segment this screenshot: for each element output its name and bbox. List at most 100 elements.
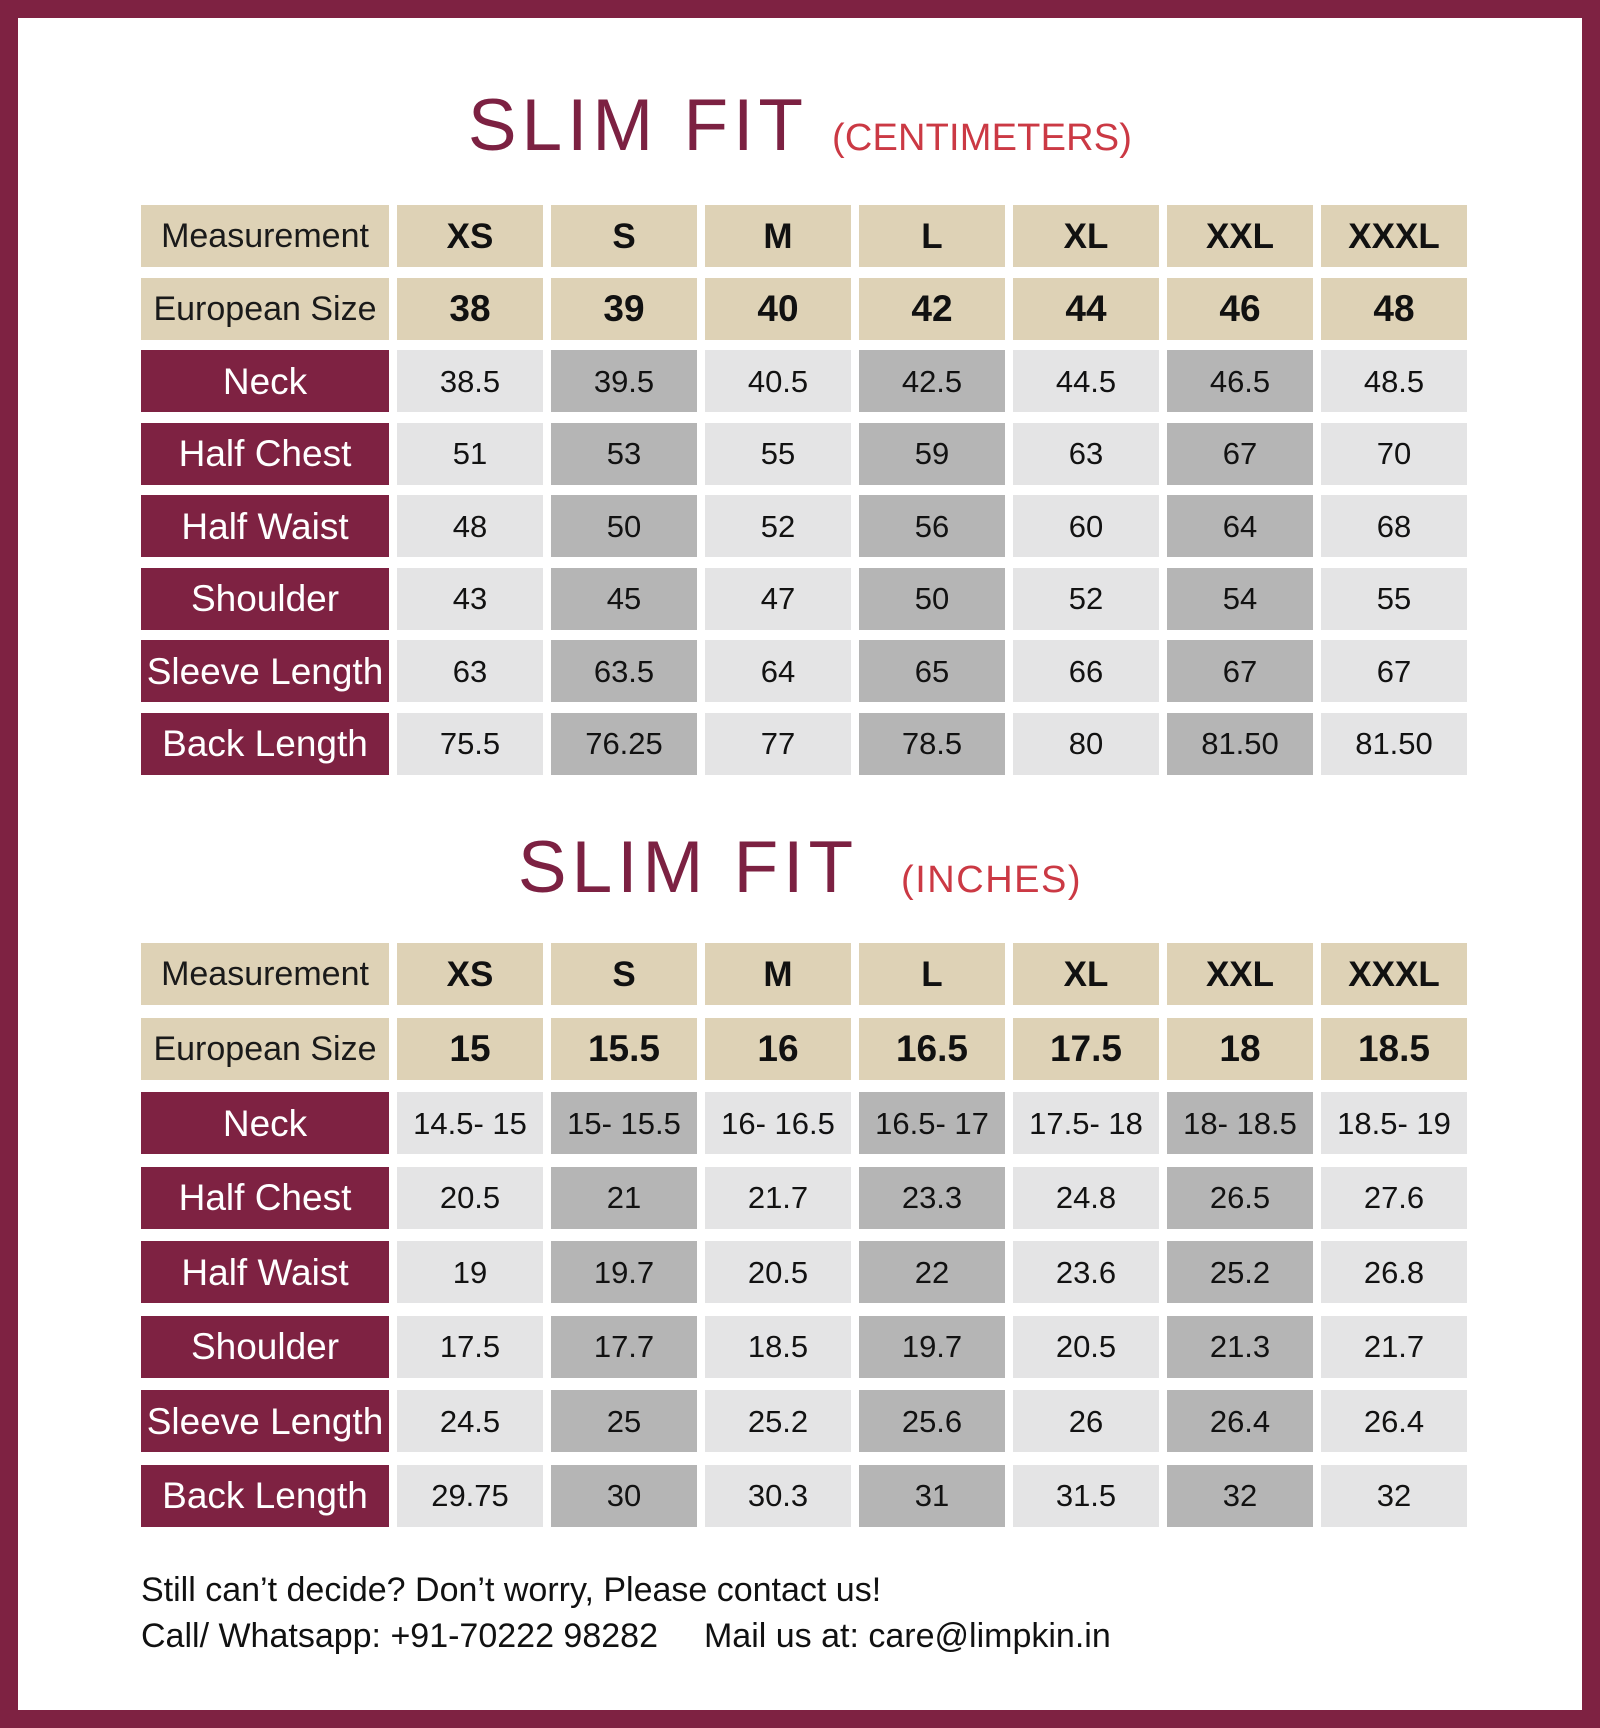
measurement-header-cell: Measurement bbox=[141, 943, 389, 1005]
measurement-row-label: Shoulder bbox=[141, 1315, 389, 1378]
measurement-value-cell: 67 bbox=[1321, 640, 1467, 702]
measurement-value-cell: 16- 16.5 bbox=[705, 1092, 851, 1154]
measurement-value-cell: 20.5 bbox=[397, 1166, 543, 1229]
size-table-inches: Measurement XS S M L XL XXL XXXL European Size 15… bbox=[141, 943, 1467, 1527]
measurement-value-cell: 30.3 bbox=[705, 1464, 851, 1527]
european-size-value-cell: 48 bbox=[1321, 277, 1467, 340]
size-header-xl: XL bbox=[1013, 205, 1159, 267]
measurement-row-label: Neck bbox=[141, 1092, 389, 1154]
measurement-value-cell: 25.2 bbox=[1167, 1241, 1313, 1303]
measurement-value-cell: 70 bbox=[1321, 422, 1467, 485]
measurement-value-cell: 17.5 bbox=[397, 1315, 543, 1378]
measurement-row-label: Back Length bbox=[141, 1464, 389, 1527]
measurement-value-cell: 55 bbox=[1321, 567, 1467, 630]
measurement-row-label: Shoulder bbox=[141, 567, 389, 630]
european-size-label-cell: European Size bbox=[141, 1017, 389, 1080]
size-header-xxxl: XXXL bbox=[1321, 205, 1467, 267]
footer-line2: Call/ Whatsapp: +91-70222 98282 Mail us … bbox=[141, 1613, 1111, 1659]
measurement-value-cell: 26.4 bbox=[1167, 1390, 1313, 1452]
measurement-value-cell: 18.5 bbox=[705, 1315, 851, 1378]
measurement-value-cell: 29.75 bbox=[397, 1464, 543, 1527]
european-size-value-cell: 16.5 bbox=[859, 1017, 1005, 1080]
measurement-row-label: Half Waist bbox=[141, 1241, 389, 1303]
size-header-l: L bbox=[859, 943, 1005, 1005]
size-header-xxxl: XXXL bbox=[1321, 943, 1467, 1005]
measurement-value-cell: 63 bbox=[1013, 422, 1159, 485]
measurement-row-label: Sleeve Length bbox=[141, 1390, 389, 1452]
measurement-value-cell: 18- 18.5 bbox=[1167, 1092, 1313, 1154]
measurement-value-cell: 80 bbox=[1013, 712, 1159, 775]
title-centimeters: SLIM FIT (CENTIMETERS) bbox=[0, 89, 1600, 162]
measurement-value-cell: 44.5 bbox=[1013, 350, 1159, 412]
measurement-row-label: Half Chest bbox=[141, 422, 389, 485]
measurement-value-cell: 24.8 bbox=[1013, 1166, 1159, 1229]
title-inches: SLIM FIT (INCHES) bbox=[0, 831, 1600, 904]
measurement-value-cell: 32 bbox=[1167, 1464, 1313, 1527]
measurement-value-cell: 75.5 bbox=[397, 712, 543, 775]
european-size-value-cell: 18 bbox=[1167, 1017, 1313, 1080]
european-size-label-cell: European Size bbox=[141, 277, 389, 340]
european-size-value-cell: 46 bbox=[1167, 277, 1313, 340]
measurement-value-cell: 17.5- 18 bbox=[1013, 1092, 1159, 1154]
measurement-value-cell: 31 bbox=[859, 1464, 1005, 1527]
european-size-value-cell: 17.5 bbox=[1013, 1017, 1159, 1080]
measurement-value-cell: 14.5- 15 bbox=[397, 1092, 543, 1154]
measurement-value-cell: 43 bbox=[397, 567, 543, 630]
european-size-value-cell: 16 bbox=[705, 1017, 851, 1080]
measurement-value-cell: 50 bbox=[859, 567, 1005, 630]
measurement-value-cell: 48.5 bbox=[1321, 350, 1467, 412]
measurement-value-cell: 77 bbox=[705, 712, 851, 775]
title-in-sub: (INCHES) bbox=[901, 859, 1083, 901]
size-header-xxl: XXL bbox=[1167, 205, 1313, 267]
measurement-value-cell: 68 bbox=[1321, 495, 1467, 557]
measurement-value-cell: 45 bbox=[551, 567, 697, 630]
measurement-value-cell: 30 bbox=[551, 1464, 697, 1527]
european-size-value-cell: 40 bbox=[705, 277, 851, 340]
footer-line1: Still can’t decide? Don’t worry, Please … bbox=[141, 1571, 882, 1609]
measurement-value-cell: 21.7 bbox=[705, 1166, 851, 1229]
footer-email: Mail us at: care@limpkin.in bbox=[703, 1617, 1111, 1656]
measurement-value-cell: 32 bbox=[1321, 1464, 1467, 1527]
measurement-value-cell: 40.5 bbox=[705, 350, 851, 412]
size-header-xl: XL bbox=[1013, 943, 1159, 1005]
measurement-value-cell: 42.5 bbox=[859, 350, 1005, 412]
measurement-value-cell: 25.6 bbox=[859, 1390, 1005, 1452]
size-header-m: M bbox=[705, 205, 851, 267]
measurement-header-cell: Measurement bbox=[141, 205, 389, 267]
title-cm-sub: (CENTIMETERS) bbox=[832, 117, 1133, 159]
measurement-row-label: Half Chest bbox=[141, 1166, 389, 1229]
measurement-value-cell: 17.7 bbox=[551, 1315, 697, 1378]
title-in-main: SLIM FIT bbox=[517, 827, 859, 908]
measurement-row-label: Sleeve Length bbox=[141, 640, 389, 702]
european-size-value-cell: 44 bbox=[1013, 277, 1159, 340]
measurement-value-cell: 20.5 bbox=[705, 1241, 851, 1303]
european-size-value-cell: 39 bbox=[551, 277, 697, 340]
measurement-value-cell: 81.50 bbox=[1167, 712, 1313, 775]
measurement-value-cell: 19 bbox=[397, 1241, 543, 1303]
footer-contact: Still can’t decide? Don’t worry, Please … bbox=[141, 1567, 1111, 1659]
measurement-value-cell: 19.7 bbox=[551, 1241, 697, 1303]
measurement-value-cell: 65 bbox=[859, 640, 1005, 702]
european-size-value-cell: 15.5 bbox=[551, 1017, 697, 1080]
measurement-value-cell: 60 bbox=[1013, 495, 1159, 557]
measurement-value-cell: 52 bbox=[1013, 567, 1159, 630]
measurement-value-cell: 52 bbox=[705, 495, 851, 557]
measurement-value-cell: 26.8 bbox=[1321, 1241, 1467, 1303]
measurement-value-cell: 15- 15.5 bbox=[551, 1092, 697, 1154]
european-size-value-cell: 18.5 bbox=[1321, 1017, 1467, 1080]
measurement-row-label: Half Waist bbox=[141, 495, 389, 557]
measurement-value-cell: 50 bbox=[551, 495, 697, 557]
measurement-value-cell: 26.4 bbox=[1321, 1390, 1467, 1452]
measurement-value-cell: 66 bbox=[1013, 640, 1159, 702]
measurement-value-cell: 47 bbox=[705, 567, 851, 630]
measurement-value-cell: 53 bbox=[551, 422, 697, 485]
measurement-value-cell: 38.5 bbox=[397, 350, 543, 412]
size-header-m: M bbox=[705, 943, 851, 1005]
size-header-s: S bbox=[551, 205, 697, 267]
measurement-value-cell: 67 bbox=[1167, 422, 1313, 485]
measurement-value-cell: 25.2 bbox=[705, 1390, 851, 1452]
european-size-value-cell: 42 bbox=[859, 277, 1005, 340]
measurement-value-cell: 21.7 bbox=[1321, 1315, 1467, 1378]
measurement-value-cell: 81.50 bbox=[1321, 712, 1467, 775]
measurement-value-cell: 23.6 bbox=[1013, 1241, 1159, 1303]
